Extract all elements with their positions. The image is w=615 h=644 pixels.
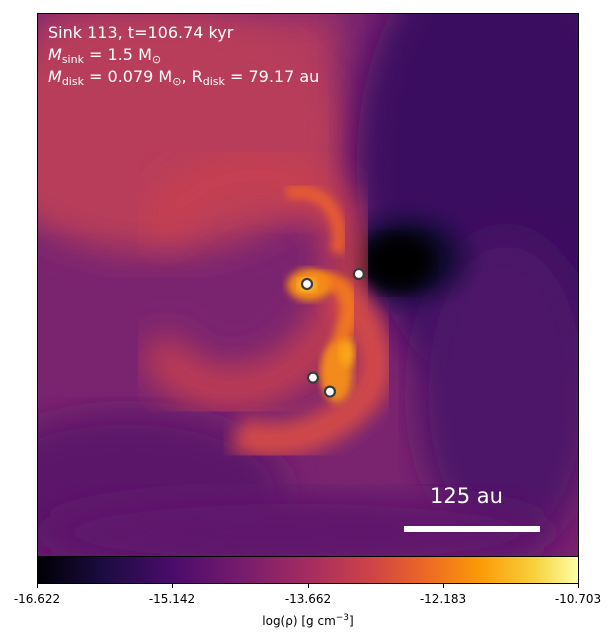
colorbar-tick [37, 584, 38, 588]
sink-b-marker [352, 267, 365, 281]
colorbar-tick-label: -16.622 [13, 592, 61, 606]
colorbar-tick [308, 584, 309, 588]
density-plot: Sink 113, t=106.74 kyr Msink = 1.5 M⊙ Md… [37, 13, 579, 557]
annotation-sink-mass: Msink = 1.5 M⊙ [48, 45, 162, 66]
colorbar-label: log(ρ) [g cm−3] [262, 613, 354, 628]
colorbar-tick-label: -12.183 [419, 592, 467, 606]
colorbar-tick-label: -10.703 [554, 592, 602, 606]
scale-bar-label: 125 au [430, 484, 503, 508]
sink-a-marker [300, 277, 314, 291]
colorbar-tick [172, 584, 173, 588]
annotation-disk-info: Mdisk = 0.079 M⊙, Rdisk = 79.17 au [48, 67, 320, 88]
density-map [38, 14, 578, 556]
colorbar-tick [578, 584, 579, 588]
colorbar-tick [443, 584, 444, 588]
scale-bar [404, 526, 540, 532]
sink-c-marker [306, 371, 320, 384]
sink-d-marker [323, 385, 336, 398]
colorbar [37, 556, 579, 584]
annotation-title: Sink 113, t=106.74 kyr [48, 23, 234, 42]
colorbar-tick-label: -15.142 [148, 592, 196, 606]
colorbar-tick-label: -13.662 [284, 592, 332, 606]
